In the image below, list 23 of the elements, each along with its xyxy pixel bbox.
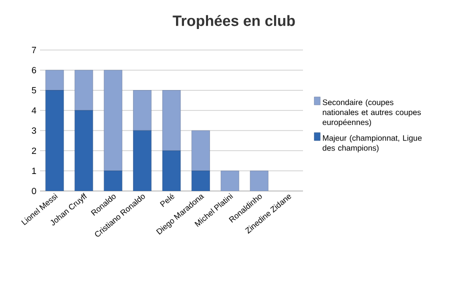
y-tick-label: 5: [32, 87, 36, 94]
bar: [162, 90, 181, 151]
bar: [104, 70, 122, 172]
bar: [192, 170, 210, 191]
bar: [133, 130, 152, 191]
bar: [220, 170, 240, 191]
bar: [45, 70, 64, 90]
y-tick-label: 0: [32, 188, 36, 194]
bar: [45, 90, 64, 191]
bar: [162, 150, 181, 191]
y-tick-label: 7: [32, 46, 36, 54]
chart-title: Trophées en club: [172, 14, 295, 30]
bar: [192, 130, 210, 172]
bar: [74, 70, 93, 111]
y-tick-label: 3: [32, 127, 36, 134]
y-tick-label: 2: [32, 148, 36, 154]
y-tick-label: 4: [32, 107, 36, 114]
y-tick-label: 6: [32, 66, 36, 74]
bar: [74, 110, 93, 191]
y-tick-label: 1: [32, 168, 36, 174]
bar: [104, 170, 122, 191]
bar: [133, 90, 152, 131]
bar: [250, 170, 268, 191]
